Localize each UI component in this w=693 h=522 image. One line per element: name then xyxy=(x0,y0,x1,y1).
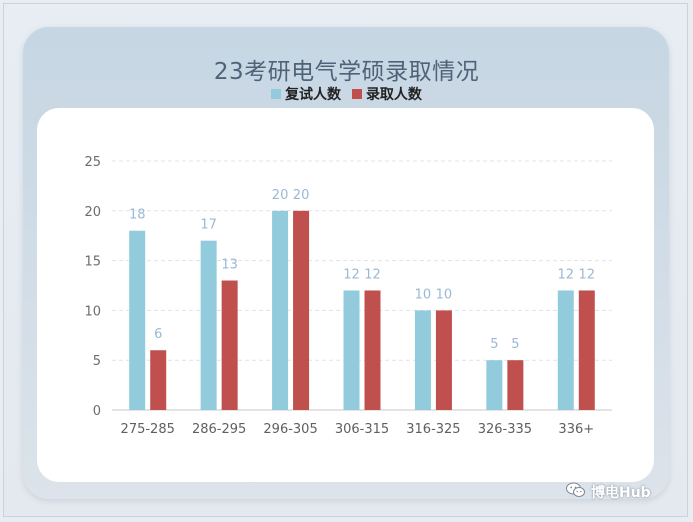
x-tick-label: 296-305 xyxy=(263,422,317,437)
x-tick-label: 316-325 xyxy=(406,422,460,437)
x-tick-label: 326-335 xyxy=(478,422,532,437)
y-tick-label: 25 xyxy=(84,155,101,170)
data-label: 10 xyxy=(415,287,432,302)
data-label: 12 xyxy=(579,267,596,282)
data-label: 12 xyxy=(364,267,381,282)
chart-title: 23考研电气学硕录取情况 xyxy=(213,59,480,85)
bar-retest xyxy=(557,290,574,410)
bar-admitted xyxy=(578,290,595,410)
legend-swatch-series-1 xyxy=(351,89,362,99)
x-tick-label: 336+ xyxy=(558,422,594,437)
y-tick-label: 5 xyxy=(93,354,101,369)
bar-admitted xyxy=(221,280,238,410)
y-tick-label: 15 xyxy=(84,255,101,270)
y-tick-label: 0 xyxy=(93,404,101,419)
x-tick-label: 306-315 xyxy=(335,422,389,437)
data-label: 5 xyxy=(490,337,498,352)
data-label: 13 xyxy=(221,258,238,273)
legend-item-series-0: 复试人数 xyxy=(271,84,341,104)
bar-admitted xyxy=(364,290,381,410)
bar-retest xyxy=(486,360,503,410)
bar-admitted xyxy=(435,310,452,410)
data-label: 6 xyxy=(154,327,162,342)
legend-item-series-1: 录取人数 xyxy=(351,84,422,104)
legend-swatch-series-0 xyxy=(271,89,282,99)
chart-legend: 复试人数 录取人数 xyxy=(0,84,693,104)
bar-retest xyxy=(129,230,146,410)
bar-retest xyxy=(343,290,360,410)
x-tick-label: 275-285 xyxy=(121,422,175,437)
y-tick-label: 10 xyxy=(84,304,101,319)
bar-admitted xyxy=(507,360,524,410)
data-label: 20 xyxy=(293,188,310,203)
watermark-text: 博电Hub xyxy=(591,485,651,501)
legend-label-series-1: 录取人数 xyxy=(365,87,422,103)
watermark: 博电Hub xyxy=(566,481,651,503)
wechat-icon xyxy=(566,482,586,502)
bar-retest xyxy=(200,240,217,410)
legend-label-series-0: 复试人数 xyxy=(285,87,342,103)
y-tick-label: 20 xyxy=(84,205,101,220)
bar-retest xyxy=(272,210,289,410)
data-label: 10 xyxy=(436,287,453,302)
data-label: 5 xyxy=(511,337,519,352)
bar-admitted xyxy=(150,350,167,410)
data-label: 18 xyxy=(129,208,146,223)
data-label: 20 xyxy=(272,188,289,203)
bar-admitted xyxy=(293,210,310,410)
data-label: 17 xyxy=(200,218,217,233)
data-label: 12 xyxy=(558,267,575,282)
data-label: 12 xyxy=(343,267,360,282)
bar-retest xyxy=(414,310,431,410)
x-tick-label: 286-295 xyxy=(192,422,246,437)
